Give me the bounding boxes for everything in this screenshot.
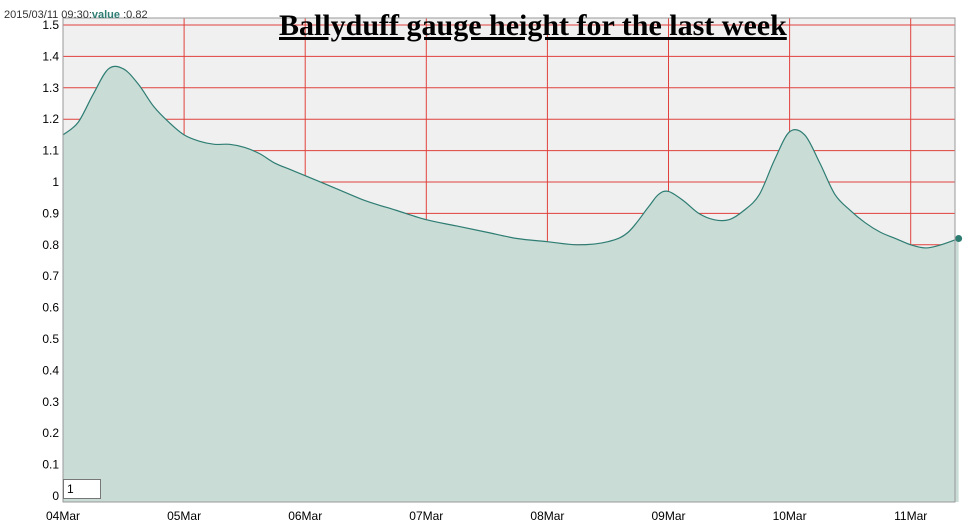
readout-value-label: value: [91, 9, 121, 21]
y-axis-ticks: 0 0.1 0.2 0.3 0.4 0.5 0.6 0.7 0.8 0.9 1 1.1 1.2 1.3 1.…: [42, 18, 59, 503]
x-axis-ticks: 04Mar 05Mar 06Mar 07Mar 08Mar 09Mar 10Mar 11Mar: [46, 509, 927, 523]
x-tick-label: 05Mar: [167, 509, 201, 523]
y-tick-label: 1.4: [42, 49, 59, 63]
y-tick-label: 0.1: [42, 458, 59, 472]
y-tick-label: 0: [52, 489, 59, 503]
y-tick-label: 1.1: [42, 144, 59, 158]
y-tick-label: 0.9: [42, 206, 59, 220]
x-tick-label: 11Mar: [894, 509, 927, 523]
x-tick-label: 10Mar: [773, 509, 807, 523]
readout-value: :0.82: [123, 9, 148, 21]
y-tick-label: 0.5: [42, 332, 59, 346]
current-value-marker[interactable]: [955, 235, 963, 243]
chart-title: Ballyduff gauge height for the last week: [279, 9, 787, 42]
y-tick-label: 0.7: [42, 269, 59, 283]
y-tick-label: 0.6: [42, 301, 59, 315]
x-tick-label: 08Mar: [530, 509, 564, 523]
x-tick-label: 07Mar: [409, 509, 443, 523]
x-tick-label: 06Mar: [288, 509, 322, 523]
y-tick-label: 1.2: [42, 112, 59, 126]
y-tick-label: 0.4: [42, 363, 59, 377]
value-readout: 2015/03/11 09:30:value :0.82: [4, 9, 148, 21]
series-line: [62, 65, 959, 249]
readout-time: 2015/03/11 09:30:: [4, 9, 92, 21]
x-tick-label: 04Mar: [46, 509, 80, 523]
y-tick-label: 0.3: [42, 395, 59, 409]
plot-border: [62, 17, 956, 503]
y-tick-label: 1.5: [42, 18, 59, 32]
zoom-input[interactable]: 1: [63, 479, 101, 499]
series-area: [63, 66, 959, 502]
y-tick-label: 0.2: [42, 426, 59, 440]
y-tick-label: 1: [52, 175, 59, 189]
y-tick-label: 0.8: [42, 238, 59, 252]
x-tick-label: 09Mar: [651, 509, 685, 523]
y-tick-label: 1.3: [42, 81, 59, 95]
